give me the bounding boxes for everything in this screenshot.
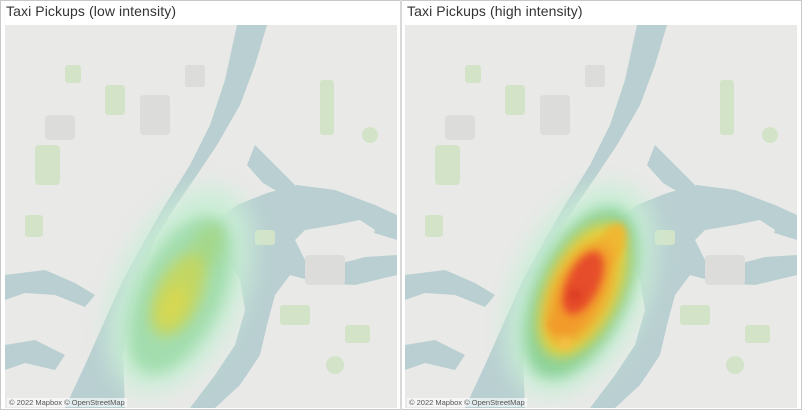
inlet-left <box>405 270 495 307</box>
panel-divider <box>400 0 402 410</box>
park-layer <box>25 65 378 374</box>
panel-low-intensity: Taxi Pickups (low intensity) <box>0 0 400 410</box>
panel-title: Taxi Pickups (high intensity) <box>407 3 583 19</box>
map-canvas <box>5 25 397 408</box>
map-low-intensity[interactable]: © 2022 Mapbox © OpenStreetMap <box>5 25 397 408</box>
map-canvas <box>405 25 797 408</box>
panel-high-intensity: Taxi Pickups (high intensity) <box>401 0 802 410</box>
bay <box>330 220 375 250</box>
map-attribution[interactable]: © 2022 Mapbox © OpenStreetMap <box>7 398 127 407</box>
inlet-left <box>5 270 95 307</box>
urban-blocks <box>445 65 745 285</box>
panel-title: Taxi Pickups (low intensity) <box>6 3 177 19</box>
urban-blocks <box>45 65 345 285</box>
harlem-river <box>247 145 295 193</box>
heatmap-high <box>505 184 655 396</box>
heatmap-low <box>107 186 253 394</box>
inlet-low-left <box>5 340 65 370</box>
harlem-river <box>647 145 695 193</box>
inlet-low-left <box>405 340 465 370</box>
map-high-intensity[interactable]: © 2022 Mapbox © OpenStreetMap <box>405 25 797 408</box>
park-layer <box>425 65 778 374</box>
map-attribution[interactable]: © 2022 Mapbox © OpenStreetMap <box>407 398 527 407</box>
bay <box>730 220 775 250</box>
